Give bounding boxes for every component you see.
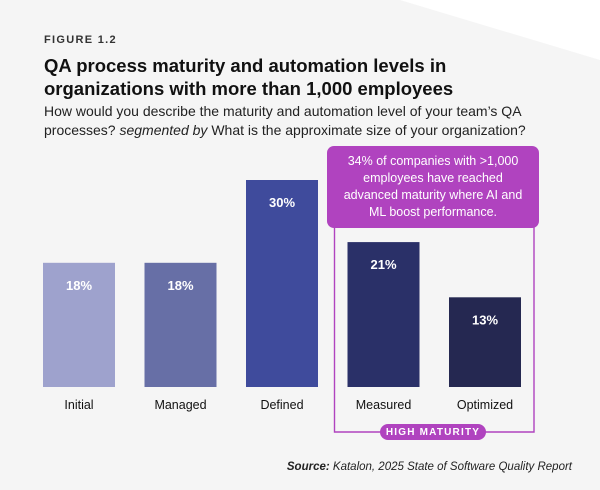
chart-title: QA process maturity and automation level… [44, 55, 454, 99]
chart-subtitle: How would you describe the maturity and … [44, 102, 574, 140]
bar-value-label: 21% [370, 257, 396, 272]
category-label: Initial [64, 398, 93, 412]
category-label: Managed [154, 398, 206, 412]
bar-value-label: 30% [269, 195, 295, 210]
high-maturity-badge: HIGH MATURITY [380, 424, 486, 440]
bar-measured [347, 242, 420, 387]
bar-initial [43, 262, 115, 387]
source-text: Katalon, 2025 State of Software Quality … [332, 461, 572, 473]
callout-box: 34% of companies with >1,000 employees h… [327, 146, 539, 228]
bar-managed [144, 262, 217, 387]
category-label: Measured [356, 398, 412, 412]
category-label: Defined [260, 398, 303, 412]
figure-label: FIGURE 1.2 [44, 34, 117, 46]
bar-defined [246, 180, 318, 387]
bar-value-label: 13% [472, 312, 498, 327]
category-label: Optimized [457, 398, 513, 412]
subtitle-segmented-by: segmented by [119, 122, 208, 138]
bar-value-label: 18% [167, 278, 193, 293]
source-note: Source: Katalon, 2025 State of Software … [287, 461, 572, 473]
bar-optimized [449, 297, 521, 387]
subtitle-question: How would you describe the maturity and … [44, 103, 521, 138]
source-label: Source: [286, 461, 330, 473]
bar-value-label: 18% [66, 278, 92, 293]
subtitle-segment: What is the approximate size of your org… [211, 122, 526, 138]
